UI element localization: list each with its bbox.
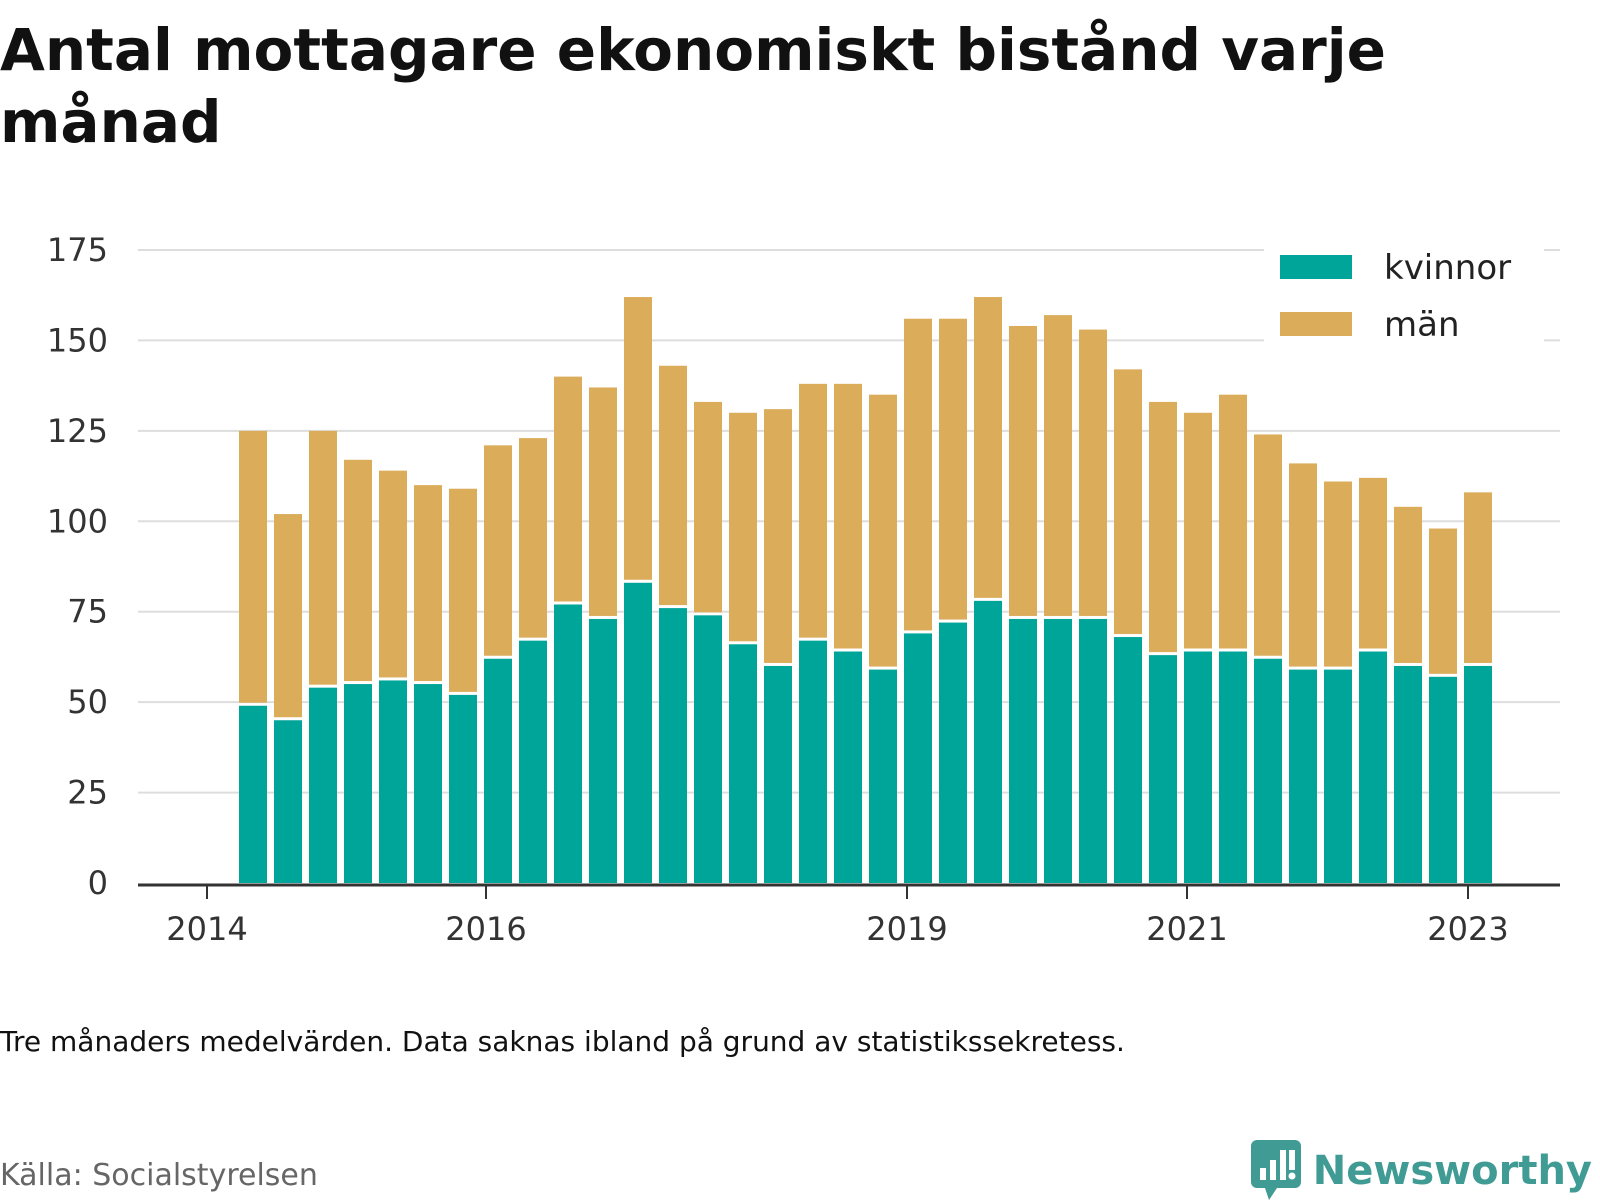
- bar-kvinnor: [554, 604, 582, 883]
- x-tick-label: 2023: [1427, 910, 1508, 948]
- legend-swatch: [1280, 312, 1352, 336]
- bar-man: [799, 383, 827, 638]
- y-tick-label: 100: [47, 502, 108, 540]
- bar-man: [729, 412, 757, 642]
- bar-kvinnor: [1464, 665, 1492, 883]
- bar-kvinnor: [1149, 655, 1177, 883]
- bar-kvinnor: [1184, 651, 1212, 883]
- bar-kvinnor: [309, 687, 337, 883]
- bar-kvinnor: [939, 622, 967, 883]
- bar-kvinnor: [1289, 669, 1317, 883]
- bar-man: [344, 459, 372, 682]
- bar-man: [939, 318, 967, 620]
- bar-kvinnor: [414, 684, 442, 883]
- chart-title: Antal mottagare ekonomiskt bistånd varje…: [0, 16, 1386, 156]
- bar-man: [694, 401, 722, 613]
- bar-chart-logo-icon: [1250, 1140, 1301, 1200]
- source-credit: Källa: Socialstyrelsen: [0, 1158, 318, 1193]
- bar-man: [1359, 477, 1387, 649]
- bar-man: [1079, 329, 1107, 616]
- bar-kvinnor: [869, 669, 897, 883]
- bar-kvinnor: [834, 651, 862, 883]
- y-tick-label: 175: [47, 231, 108, 269]
- bar-man: [1464, 492, 1492, 663]
- bar-man: [414, 485, 442, 682]
- bar-kvinnor: [624, 582, 652, 883]
- bar-man: [834, 383, 862, 649]
- bar-man: [1219, 394, 1247, 649]
- bar-kvinnor: [589, 618, 617, 883]
- bar-kvinnor: [1324, 669, 1352, 883]
- bar-man: [379, 470, 407, 678]
- bar-man: [554, 376, 582, 602]
- y-tick-label: 50: [67, 683, 108, 721]
- bar-kvinnor: [344, 684, 372, 883]
- bar-man: [624, 297, 652, 580]
- legend-swatch: [1280, 255, 1352, 279]
- bar-man: [449, 488, 477, 692]
- x-tick-label: 2016: [445, 910, 526, 948]
- bar-man: [1184, 412, 1212, 649]
- legend-label: kvinnor: [1384, 248, 1511, 288]
- bar-man: [274, 514, 302, 718]
- bar-man: [484, 445, 512, 656]
- bar-kvinnor: [729, 644, 757, 883]
- bar-kvinnor: [1114, 637, 1142, 883]
- bar-man: [309, 430, 337, 685]
- bar-kvinnor: [799, 640, 827, 883]
- bar-kvinnor: [239, 705, 267, 883]
- bar-kvinnor: [449, 694, 477, 883]
- bar-kvinnor: [1044, 618, 1072, 883]
- bar-kvinnor: [1429, 676, 1457, 883]
- axes: 0 25 50 75 100 125 150 175 2014 2016 2019 2021 2023: [47, 231, 1560, 948]
- bar-man: [659, 365, 687, 606]
- y-tick-label: 25: [67, 774, 108, 812]
- bar-kvinnor: [764, 665, 792, 883]
- x-tick-label: 2021: [1146, 910, 1227, 948]
- legend: kvinnor män: [1264, 240, 1544, 345]
- bar-man: [764, 409, 792, 663]
- bar-kvinnor: [904, 633, 932, 883]
- bar-kvinnor: [274, 720, 302, 883]
- bar-kvinnor: [974, 600, 1002, 883]
- brand-name: Newsworthy: [1312, 1148, 1592, 1194]
- bar-man: [1044, 315, 1072, 616]
- bar-man: [589, 387, 617, 616]
- bar-man: [1394, 506, 1422, 663]
- bar-man: [1114, 369, 1142, 635]
- bar-kvinnor: [659, 608, 687, 883]
- bar-man: [1149, 401, 1177, 653]
- bar-kvinnor: [1079, 618, 1107, 883]
- bar-man: [1429, 528, 1457, 674]
- bar-kvinnor: [1254, 658, 1282, 883]
- bars: [239, 297, 1492, 883]
- brand-logo[interactable]: Newsworthy: [1250, 1140, 1592, 1202]
- bar-man: [1289, 463, 1317, 667]
- bar-man: [239, 430, 267, 703]
- bar-man: [1009, 325, 1037, 616]
- bar-kvinnor: [694, 615, 722, 883]
- y-tick-label: 125: [47, 412, 108, 450]
- bar-kvinnor: [484, 658, 512, 883]
- x-tick-label: 2019: [866, 910, 947, 948]
- bar-kvinnor: [379, 680, 407, 883]
- y-tick-label: 0: [88, 864, 108, 902]
- bar-kvinnor: [1394, 665, 1422, 883]
- bar-man: [1254, 434, 1282, 656]
- y-tick-label: 75: [67, 593, 108, 631]
- bar-man: [519, 438, 547, 638]
- bar-man: [974, 297, 1002, 598]
- bar-man: [904, 318, 932, 631]
- bar-man: [869, 394, 897, 667]
- legend-label: män: [1384, 305, 1460, 345]
- bar-kvinnor: [1009, 618, 1037, 883]
- bar-man: [1324, 481, 1352, 667]
- x-tick-label: 2014: [166, 910, 247, 948]
- bar-kvinnor: [1359, 651, 1387, 883]
- y-tick-label: 150: [47, 321, 108, 359]
- bar-kvinnor: [1219, 651, 1247, 883]
- chart-note: Tre månaders medelvärden. Data saknas ib…: [0, 1025, 1125, 1058]
- bar-kvinnor: [519, 640, 547, 883]
